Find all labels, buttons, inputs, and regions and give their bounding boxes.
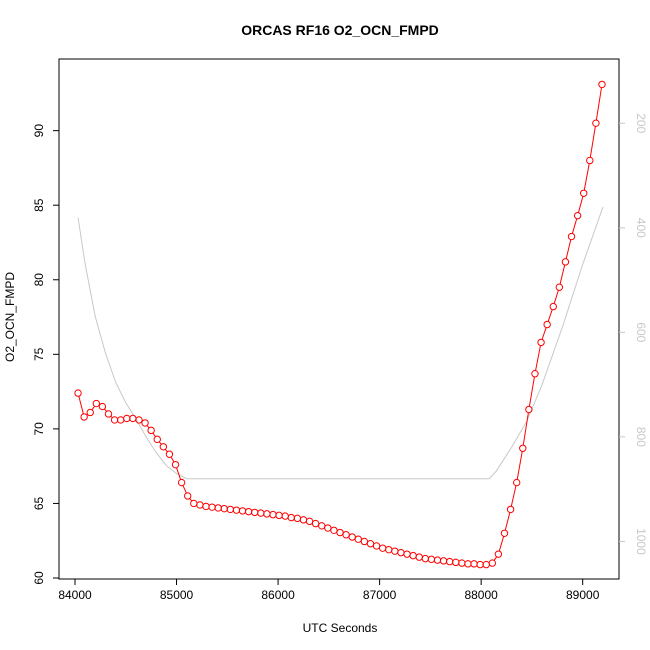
series-segment	[78, 396, 84, 414]
x-axis: 84000 85000 86000 87000 88000 89000	[58, 579, 600, 602]
series-layer	[74, 80, 606, 569]
data-point	[147, 426, 155, 435]
series-segment	[541, 327, 547, 340]
series-segment	[158, 441, 162, 445]
data-point	[561, 258, 570, 266]
data-point	[592, 119, 600, 127]
y-tick-label: 80	[32, 273, 46, 287]
y2-tick-label: 200	[634, 113, 648, 133]
data-point	[519, 444, 527, 452]
data-point	[537, 338, 545, 347]
series-segment	[577, 196, 584, 213]
series-segment	[559, 264, 566, 285]
y2-tick-label: 600	[634, 322, 648, 342]
data-point	[92, 399, 101, 408]
data-point	[159, 443, 168, 451]
secondary-y-axis: 200 400 600 800 1000	[619, 113, 648, 555]
y2-tick-label: 800	[634, 427, 648, 447]
series-segment	[571, 218, 578, 234]
data-point	[80, 413, 88, 421]
series-segment	[176, 467, 182, 480]
data-point	[586, 156, 594, 165]
series-segment	[589, 126, 596, 158]
data-point	[141, 419, 149, 427]
data-point	[598, 80, 606, 89]
data-point	[543, 320, 551, 329]
data-point	[580, 189, 588, 197]
y2-tick-label: 1000	[634, 528, 648, 555]
data-point	[184, 492, 192, 500]
y-axis-label: O2_OCN_FMPD	[3, 272, 17, 362]
x-tick-label: 86000	[261, 588, 295, 602]
x-tick-label: 85000	[160, 588, 194, 602]
y-tick-label: 70	[32, 422, 46, 436]
data-point	[104, 410, 113, 418]
series-segment	[547, 309, 553, 322]
y-tick-label: 60	[32, 571, 46, 585]
data-point	[74, 389, 82, 397]
series-segment	[189, 498, 193, 502]
series-segment	[152, 432, 156, 437]
data-point	[500, 529, 509, 537]
x-tick-label: 88000	[464, 588, 498, 602]
series-segment	[553, 290, 559, 304]
series-segment	[522, 412, 529, 446]
series-segment	[182, 485, 187, 494]
y-tick-label: 85	[32, 198, 46, 212]
series-segment	[498, 536, 505, 552]
data-point	[135, 416, 143, 424]
y-tick-label: 75	[32, 347, 46, 361]
data-point	[567, 232, 576, 241]
data-point	[488, 559, 497, 567]
series-segment	[516, 451, 523, 480]
y-axis: 60 65 70 75 80 85 90	[32, 124, 59, 585]
data-point	[171, 460, 180, 469]
series-segment	[170, 456, 175, 463]
series-segment	[595, 87, 602, 121]
series-segment	[493, 556, 498, 561]
series-segment	[565, 239, 572, 259]
series-segment	[528, 376, 535, 407]
data-point	[573, 211, 582, 220]
series-segment	[504, 512, 511, 531]
series-segment	[583, 163, 590, 191]
x-tick-label: 89000	[566, 588, 600, 602]
data-point	[549, 302, 557, 311]
series-segment	[535, 345, 541, 371]
series-segment	[510, 485, 517, 507]
data-point	[512, 478, 521, 487]
data-point	[153, 435, 161, 444]
chart-title: ORCAS RF16 O2_OCN_FMPD	[241, 22, 439, 38]
series-segment	[104, 408, 107, 412]
x-tick-label: 87000	[363, 588, 397, 602]
y-tick-label: 90	[32, 124, 46, 138]
series-segment	[91, 405, 95, 411]
series-segment	[164, 448, 168, 453]
data-point	[506, 505, 515, 514]
series-segment	[146, 425, 150, 429]
x-axis-label: UTC Seconds	[303, 621, 378, 635]
plot-frame	[58, 58, 620, 580]
data-point	[494, 550, 503, 558]
data-point	[165, 450, 174, 458]
y-tick-label: 65	[32, 496, 46, 510]
data-point	[555, 283, 564, 291]
y2-tick-label: 400	[634, 218, 648, 238]
data-point	[525, 405, 533, 414]
x-tick-label: 84000	[58, 588, 92, 602]
data-point	[177, 478, 186, 487]
data-point	[86, 408, 94, 417]
data-point	[98, 402, 107, 411]
data-point	[531, 370, 539, 378]
